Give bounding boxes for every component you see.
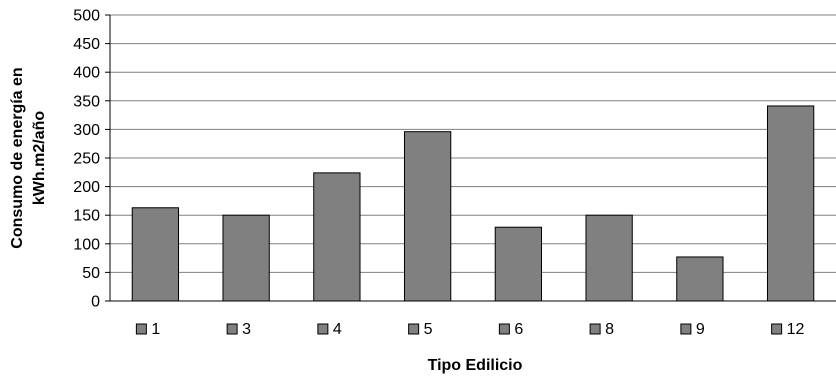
bar-5 <box>403 131 452 302</box>
legend-swatch-12 <box>771 323 783 335</box>
gridlines <box>110 14 836 273</box>
legend-label-4: 4 <box>333 321 342 338</box>
y-tick-label: 200 <box>73 179 100 196</box>
y-tick-label: 300 <box>73 122 100 139</box>
bar-12 <box>766 105 815 302</box>
y-tick-label: 50 <box>82 265 100 282</box>
bar-1 <box>131 207 180 302</box>
bar-8 <box>585 214 633 302</box>
y-axis-title-line-2: kWh.m2/año <box>31 111 48 205</box>
y-tick-label: 250 <box>73 151 100 168</box>
legend-swatch-3 <box>226 323 238 335</box>
y-tick-label: 350 <box>73 93 100 110</box>
legend-swatch-5 <box>408 323 420 335</box>
legend-swatch-4 <box>317 323 329 335</box>
legend-swatch-6 <box>498 323 510 335</box>
legend-swatch-9 <box>680 323 692 335</box>
bar-9 <box>676 256 724 302</box>
legend-label-3: 3 <box>242 321 251 338</box>
y-tick-label: 500 <box>73 8 100 25</box>
y-axis-title-line-1: Consumo de energía en <box>9 67 26 248</box>
legend-swatch-1 <box>135 323 147 335</box>
legend: 1 3 4 5 6 8 9 12 <box>135 321 805 338</box>
y-tick-label: 100 <box>73 236 100 253</box>
legend-label-12: 12 <box>787 321 805 338</box>
y-tick-label: 450 <box>73 36 100 53</box>
bar-3 <box>222 214 270 302</box>
y-tick-label: 150 <box>73 208 100 225</box>
legend-swatch-8 <box>589 323 601 335</box>
y-tick-labels: 0 50 100 150 200 250 300 350 400 450 500 <box>73 8 100 311</box>
y-tick-label: 0 <box>91 294 100 311</box>
legend-label-6: 6 <box>514 321 523 338</box>
x-axis-title: Tipo Edilicio <box>428 357 523 374</box>
legend-label-1: 1 <box>151 321 160 338</box>
legend-label-9: 9 <box>696 321 705 338</box>
bar-6 <box>494 226 543 302</box>
legend-label-8: 8 <box>605 321 614 338</box>
bars <box>131 105 815 302</box>
axes <box>105 14 836 302</box>
bar-4 <box>313 172 361 302</box>
y-tick-label: 400 <box>73 65 100 82</box>
legend-label-5: 5 <box>424 321 433 338</box>
